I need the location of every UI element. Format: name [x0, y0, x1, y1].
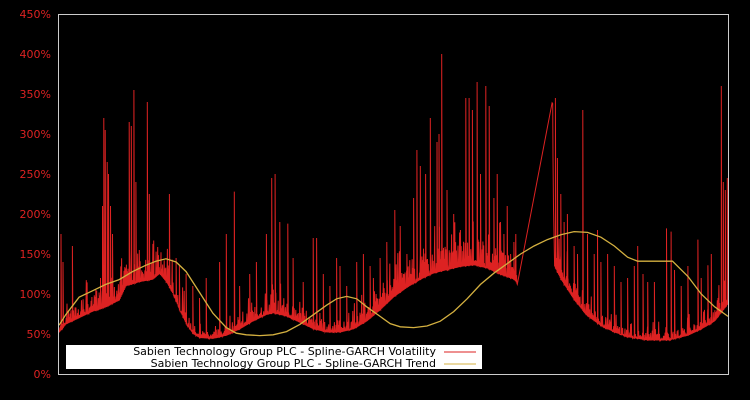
y-tick-label: 150%: [20, 248, 51, 261]
y-tick-label: 350%: [20, 88, 51, 101]
y-tick-label: 250%: [20, 168, 51, 181]
trend-series: [58, 230, 729, 337]
volatility-line: [58, 53, 729, 343]
y-tick-label: 300%: [20, 128, 51, 141]
y-tick-label: 400%: [20, 48, 51, 61]
legend-box: [66, 345, 482, 369]
plot-frame: [58, 14, 729, 375]
plot-area: [58, 53, 729, 343]
y-tick-label: 0%: [34, 368, 51, 381]
legend-label-trend: Sabien Technology Group PLC - Spline-GAR…: [151, 357, 436, 370]
y-tick-label: 200%: [20, 208, 51, 221]
legend-label-volatility: Sabien Technology Group PLC - Spline-GAR…: [133, 345, 436, 358]
volatility-series: [58, 53, 729, 343]
y-tick-label: 100%: [20, 288, 51, 301]
legend: Sabien Technology Group PLC - Spline-GAR…: [66, 345, 482, 370]
y-tick-label: 450%: [20, 8, 51, 21]
y-tick-label: 50%: [27, 328, 51, 341]
y-axis-ticks: 0% 50% 100% 150% 200% 250% 300% 350% 400% 450%: [20, 8, 51, 381]
